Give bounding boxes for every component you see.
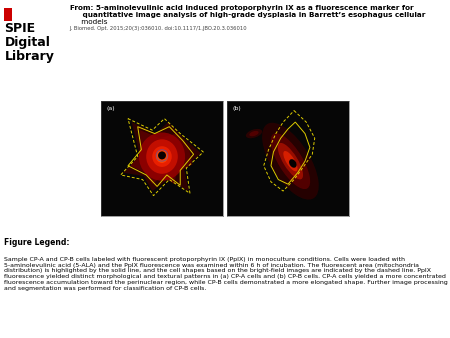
Text: From: 5-aminolevulinic acid induced protoporphyrin IX as a fluorescence marker f: From: 5-aminolevulinic acid induced prot… — [70, 5, 425, 18]
Ellipse shape — [158, 151, 166, 160]
Polygon shape — [123, 122, 201, 191]
Text: (b): (b) — [232, 106, 241, 111]
Ellipse shape — [249, 131, 259, 136]
Text: Figure Legend:: Figure Legend: — [4, 238, 70, 247]
Ellipse shape — [262, 123, 319, 200]
Ellipse shape — [246, 129, 262, 138]
Text: SPIE
Digital
Library: SPIE Digital Library — [4, 22, 54, 63]
Text: (a): (a) — [106, 106, 115, 111]
Polygon shape — [130, 130, 193, 184]
Ellipse shape — [284, 151, 297, 171]
Text: models: models — [70, 19, 107, 25]
FancyBboxPatch shape — [4, 8, 12, 21]
Ellipse shape — [271, 133, 310, 189]
Ellipse shape — [278, 143, 303, 179]
Text: J. Biomed. Opt. 2015;20(3):036010. doi:10.1117/1.JBO.20.3.036010: J. Biomed. Opt. 2015;20(3):036010. doi:1… — [70, 26, 248, 31]
Ellipse shape — [156, 150, 168, 163]
Ellipse shape — [146, 139, 178, 174]
Ellipse shape — [289, 159, 297, 168]
Ellipse shape — [152, 146, 172, 167]
Text: Sample CP-A and CP-B cells labeled with fluorescent protoporphyrin IX (PpIX) in : Sample CP-A and CP-B cells labeled with … — [4, 257, 448, 291]
Ellipse shape — [139, 132, 185, 181]
